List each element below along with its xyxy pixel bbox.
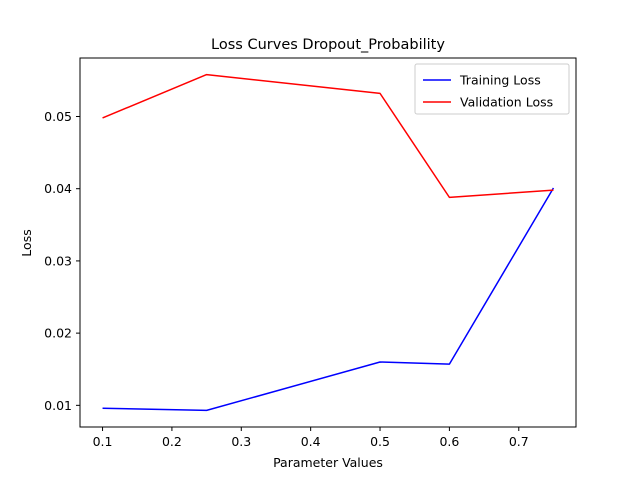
series-line-training-loss	[102, 187, 555, 412]
x-tick-label: 0.7	[509, 434, 529, 449]
series-line-validation-loss	[102, 73, 554, 199]
legend-label: Training Loss	[459, 73, 541, 88]
x-axis-ticks: 0.1 0.2 0.3 0.4 0.5 0.6 0.7	[93, 427, 529, 449]
y-tick-label: 0.03	[44, 253, 72, 268]
y-tick-label: 0.01	[44, 398, 72, 413]
x-tick-label: 0.2	[162, 434, 182, 449]
y-tick-label: 0.05	[44, 109, 72, 124]
x-axis-label: Parameter Values	[273, 455, 383, 470]
x-tick-label: 0.1	[93, 434, 113, 449]
plot-content	[102, 73, 555, 412]
y-axis-label: Loss	[19, 229, 34, 256]
chart-title: Loss Curves Dropout_Probability	[211, 37, 445, 53]
chart-legend: Training Loss Validation Loss	[414, 63, 570, 115]
y-tick-label: 0.02	[44, 326, 72, 341]
x-tick-label: 0.6	[439, 434, 459, 449]
plot-frame	[79, 57, 577, 428]
x-tick-label: 0.4	[301, 434, 321, 449]
legend-box	[414, 63, 570, 115]
y-axis-ticks: 0.01 0.02 0.03 0.04 0.05	[44, 109, 80, 413]
y-tick-label: 0.04	[44, 181, 72, 196]
x-tick-label: 0.5	[370, 434, 390, 449]
x-tick-label: 0.3	[231, 434, 251, 449]
legend-label: Validation Loss	[460, 95, 553, 110]
